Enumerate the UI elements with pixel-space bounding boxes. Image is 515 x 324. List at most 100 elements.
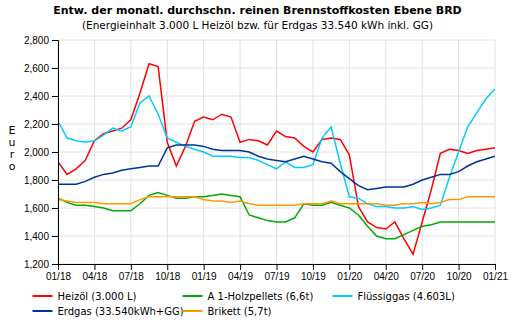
tick-mark: [313, 264, 314, 270]
series-line: [58, 64, 495, 254]
grid-line: [130, 40, 131, 264]
axis-line: [52, 41, 59, 265]
tick-mark: [58, 264, 59, 270]
tick-label: 2,200: [24, 119, 49, 130]
grid-line: [167, 40, 168, 264]
tick: 2,600: [24, 63, 58, 74]
tick-mark: [204, 264, 205, 270]
grid-line: [422, 40, 423, 264]
tick: 2,400: [24, 91, 58, 102]
tick: 10/19: [301, 264, 326, 282]
tick-mark: [277, 264, 278, 270]
tick: 04/19: [228, 264, 253, 282]
x-axis: 01/18 04/18 07/18 10/18 01/19 04/19 07/19 10/19…: [46, 264, 508, 282]
legend-label: A 1-Holzpellets (6,6t): [208, 291, 314, 302]
tick-label: 2,400: [24, 91, 49, 102]
title: Entw. der monatl. durchschn. reinen Bren…: [53, 4, 461, 17]
legend-label: Heizöl (3.000 L): [58, 291, 137, 302]
series-line: [58, 89, 495, 209]
y-axis: 1,200 1,400 1,600 1,800 2,000 2,200 2,400 2,600…: [24, 35, 59, 270]
tick-mark: [386, 264, 387, 270]
tick: 1,200: [24, 259, 58, 270]
series-line: [58, 145, 495, 190]
tick: 10/18: [155, 264, 180, 282]
tick-label: 1,200: [24, 259, 49, 270]
tick: 04/18: [82, 264, 107, 282]
legend-swatch: [33, 310, 53, 312]
grid-line: [349, 40, 350, 264]
subtitle: (Energieinhalt 3.000 L Heizöl bzw. für E…: [82, 19, 433, 31]
legend-swatch: [183, 310, 203, 312]
tick-mark: [52, 236, 58, 237]
grid-line: [240, 40, 241, 264]
tick-mark: [52, 124, 58, 125]
tick-mark: [52, 68, 58, 69]
tick-mark: [459, 264, 460, 270]
legend-item: Heizöl (3.000 L): [33, 291, 137, 302]
tick: 04/20: [374, 264, 399, 282]
tick-label: 10/20: [447, 271, 472, 282]
tick: 07/18: [119, 264, 144, 282]
chart: Entw. der monatl. durchschn. reinen Bren…: [0, 0, 515, 324]
legend-item: Erdgas (33.540kWh+GG): [33, 306, 184, 317]
legend-swatch: [183, 295, 203, 297]
tick: 1,600: [24, 203, 58, 214]
legend-label: Flüssiggas (4.603L): [358, 291, 455, 302]
grid-line: [495, 40, 496, 264]
grid: [58, 40, 495, 264]
tick-mark: [167, 264, 168, 270]
tick-mark: [52, 264, 58, 265]
tick-label: 1,400: [24, 231, 49, 242]
tick-label: 04/19: [228, 271, 253, 282]
legend-label: Brikett (5,7t): [208, 306, 272, 317]
tick-mark: [349, 264, 350, 270]
tick-label: 10/19: [301, 271, 326, 282]
legend-item: A 1-Holzpellets (6,6t): [183, 291, 314, 302]
tick-mark: [94, 264, 95, 270]
legend-item: Brikett (5,7t): [183, 306, 272, 317]
tick-mark: [52, 208, 58, 209]
tick-label: 01/18: [46, 271, 71, 282]
tick-label: 04/20: [374, 271, 399, 282]
tick-mark: [52, 96, 58, 97]
tick-mark: [52, 180, 58, 181]
tick: 1,400: [24, 231, 58, 242]
legend-swatch: [333, 295, 353, 297]
tick-label: 07/18: [119, 271, 144, 282]
tick: 2,200: [24, 119, 58, 130]
tick-label: 01/21: [483, 271, 508, 282]
legend-swatch: [33, 295, 53, 297]
series-line: [58, 197, 495, 205]
tick-mark: [240, 264, 241, 270]
tick-mark: [52, 40, 58, 41]
tick: 2,000: [24, 147, 58, 158]
tick: 01/18: [46, 264, 71, 282]
tick: 10/20: [447, 264, 472, 282]
tick: 01/19: [192, 264, 217, 282]
tick-label: 1,600: [24, 203, 49, 214]
y-axis-label: Euro: [9, 124, 16, 173]
tick-label: 1,800: [24, 175, 49, 186]
tick: 2,800: [24, 35, 58, 46]
tick: 01/20: [337, 264, 362, 282]
grid-line: [276, 40, 277, 264]
legend-label: Erdgas (33.540kWh+GG): [58, 306, 184, 317]
tick-label: 2,000: [24, 147, 49, 158]
plot: 1,200 1,400 1,600 1,800 2,000 2,200 2,400 2,600…: [24, 35, 508, 282]
tick-label: 2,800: [24, 35, 49, 46]
series-line: [58, 193, 495, 239]
tick-label: 04/18: [82, 271, 107, 282]
tick-label: 07/19: [264, 271, 289, 282]
tick-mark: [422, 264, 423, 270]
tick-label: 07/20: [410, 271, 435, 282]
tick: 01/21: [483, 264, 508, 282]
grid-line: [94, 40, 95, 264]
tick: 07/19: [264, 264, 289, 282]
tick-mark: [131, 264, 132, 270]
tick-label: 01/20: [337, 271, 362, 282]
tick: 1,800: [24, 175, 58, 186]
tick: 07/20: [410, 264, 435, 282]
tick-label: 01/19: [192, 271, 217, 282]
lines: [58, 64, 495, 254]
legend: Heizöl (3.000 L) A 1-Holzpellets (6,6t) Fl…: [33, 291, 455, 317]
